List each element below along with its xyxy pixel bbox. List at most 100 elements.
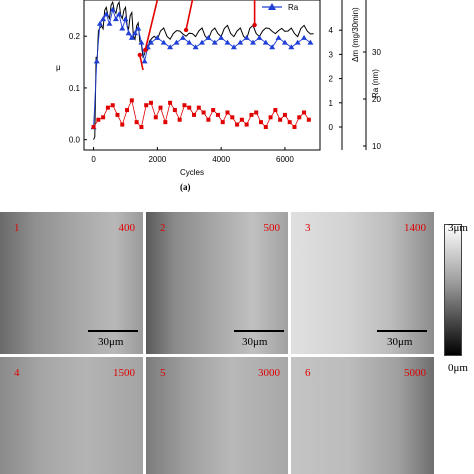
y-left-label: μ: [56, 63, 61, 72]
series-ra-point: [256, 34, 263, 40]
series-dm-point: [235, 122, 240, 127]
series-dm-point: [302, 110, 307, 115]
y-left-tick-label: 0.0: [69, 136, 81, 145]
series-dm-point: [249, 112, 254, 117]
series-dm-point: [148, 100, 153, 105]
scale-label: 30μm: [387, 336, 413, 348]
series-ra-point: [125, 30, 132, 36]
legend-marker: [268, 3, 276, 10]
series-ra-point: [294, 39, 301, 45]
series-ra-point: [243, 34, 250, 40]
series-ra-point: [199, 39, 205, 45]
series-dm-point: [201, 110, 206, 115]
x-tick-label: 6000: [276, 155, 294, 164]
series-dm-point: [105, 105, 110, 110]
series-dm-point: [96, 117, 101, 122]
series-dm-point: [153, 115, 158, 120]
series-dm-point: [278, 117, 283, 122]
series-ra-point: [128, 34, 135, 40]
annotation-arrow: [185, 0, 194, 31]
panel-number: 2: [160, 222, 166, 234]
panel-number: 1: [14, 222, 20, 234]
scale-bar: [88, 330, 138, 332]
series-ra-point: [112, 16, 119, 22]
series-dm-line: [93, 99, 310, 128]
series-ra-point: [160, 39, 167, 45]
series-ra-point: [262, 39, 269, 45]
series-dm-point: [273, 108, 278, 113]
scale-label: 30μm: [98, 336, 124, 348]
series-dm-point: [206, 117, 211, 122]
legend-label: Ra: [288, 3, 299, 12]
series-ra-point: [186, 39, 193, 45]
series-dm-point: [177, 117, 182, 122]
series-ra-point: [109, 6, 116, 12]
series-dm-point: [91, 125, 96, 129]
plot-area: 0 2000 4000 6000 0.0 0.1 0.2 0 1 2 3 4 10 20 30: [69, 0, 381, 164]
series-dm-point: [196, 105, 201, 110]
y-dm-tick-label: 0: [329, 123, 334, 132]
chart-caption: (a): [180, 182, 191, 192]
series-dm-point: [268, 115, 273, 120]
series-ra-point: [205, 34, 212, 40]
series-dm-point: [134, 120, 139, 125]
colorbar-bottom-label: 0μm: [448, 362, 468, 374]
y-dm-tick-label: 4: [329, 26, 334, 35]
afm-panel-1: 1 400 30μm: [0, 212, 143, 354]
y-ra-label: Ra (nm): [371, 69, 380, 98]
series-dm-point: [297, 115, 302, 120]
y-left-tick-label: 0.2: [69, 32, 81, 41]
y-dm-tick-label: 2: [329, 75, 334, 84]
series-ra-point: [281, 39, 288, 45]
scale-label: 30μm: [242, 336, 268, 348]
afm-panel-3: 3 1400 30μm: [291, 212, 434, 354]
series-ra-point: [218, 34, 225, 40]
series-ra-point: [250, 39, 257, 45]
x-tick-label: 0: [91, 155, 96, 164]
y-ra-tick-label: 10: [372, 142, 381, 151]
panel-number: 5: [160, 367, 166, 379]
series-dm-point: [158, 105, 163, 110]
colorbar-top-label: 3μm: [448, 222, 468, 234]
series-dm-point: [192, 112, 197, 117]
series-ra-point: [141, 58, 148, 64]
series-dm-point: [182, 103, 187, 108]
annotation-arrow-head: [252, 22, 257, 28]
panel-cycles: 5000: [404, 367, 426, 379]
y-ra-tick-label: 30: [372, 48, 381, 57]
y-dm-label: Δm (mg/30min): [351, 7, 360, 62]
series-mu-line: [93, 0, 314, 140]
series-dm-point: [139, 125, 144, 129]
series-dm-point: [259, 120, 263, 125]
series-ra-point: [301, 34, 308, 40]
series-dm-point: [239, 117, 244, 122]
series-ra-point: [103, 11, 110, 17]
series-ra-point: [154, 34, 161, 40]
afm-panel-2: 2 500 30μm: [146, 212, 288, 354]
annotation-arrow: [139, 54, 144, 71]
series-dm-point: [168, 100, 173, 105]
series-dm-point: [287, 120, 292, 125]
panel-number: 4: [14, 367, 20, 379]
series-ra-point: [224, 39, 231, 45]
y-ra-tick-label: 20: [372, 95, 381, 104]
x-tick-label: 4000: [212, 155, 230, 164]
series-dm-point: [101, 115, 106, 120]
series-ra-point: [119, 25, 126, 31]
series-ra-point: [307, 39, 314, 45]
afm-panel-5: 5 3000: [146, 357, 288, 474]
friction-chart: 0 2000 4000 6000 0.0 0.1 0.2 0 1 2 3 4 10 20 30 μ Cycl…: [56, 0, 381, 192]
annotation-arrow-head: [143, 47, 148, 53]
series-dm-point: [172, 108, 177, 113]
series-ra-point: [96, 20, 103, 26]
series-dm-point: [129, 98, 134, 103]
series-dm-point: [306, 117, 311, 122]
series-ra-point: [93, 58, 100, 64]
series-dm-point: [220, 120, 225, 125]
series-dm-point: [254, 110, 259, 115]
scale-bar: [234, 330, 284, 332]
series-ra-point: [135, 25, 142, 31]
panel-cycles: 400: [118, 222, 136, 234]
annotation-arrow-head: [183, 27, 189, 33]
series-ra-point: [138, 39, 145, 45]
